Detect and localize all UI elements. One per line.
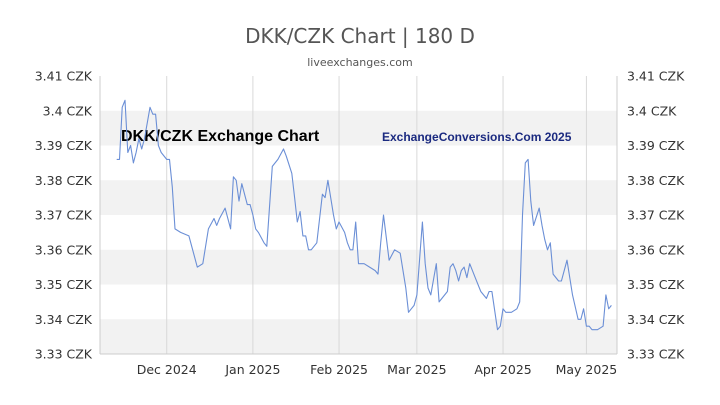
y-tick-label-right: 3.39 CZK (627, 138, 685, 153)
x-axis-labels: Dec 2024 Jan 2025 Feb 2025 Mar 2025 Apr 2025… (137, 362, 618, 377)
plot-band (100, 319, 617, 354)
y-tick-label-left: 3.4 CZK (43, 103, 93, 118)
y-tick-label-right: 3.35 CZK (627, 277, 685, 292)
x-tick-label: Mar 2025 (387, 362, 446, 377)
y-axis-left-labels: 3.33 CZK 3.34 CZK 3.35 CZK 3.36 CZK 3.37 CZK… (35, 69, 93, 362)
y-tick-label-left: 3.41 CZK (35, 69, 93, 84)
chart-subtitle: liveexchanges.com (307, 56, 413, 69)
y-tick-label-right: 3.41 CZK (627, 69, 685, 84)
y-tick-label-right: 3.37 CZK (627, 208, 685, 223)
x-tick-label: Feb 2025 (310, 362, 368, 377)
x-tick-label: Dec 2024 (137, 362, 197, 377)
y-axis-right-labels: 3.33 CZK 3.34 CZK 3.35 CZK 3.36 CZK 3.37 CZK… (627, 69, 685, 362)
plot-band (100, 249, 617, 285)
plot-background-bands (100, 110, 617, 354)
y-tick-label-left: 3.38 CZK (35, 173, 93, 188)
plot-band (100, 110, 617, 146)
x-tick-label: May 2025 (556, 362, 618, 377)
y-tick-label-left: 3.39 CZK (35, 138, 93, 153)
chart-title: DKK/CZK Chart | 180 D (245, 24, 475, 48)
y-tick-label-left: 3.33 CZK (35, 347, 93, 362)
y-tick-label-left: 3.37 CZK (35, 208, 93, 223)
x-tick-label: Apr 2025 (474, 362, 531, 377)
y-tick-label-left: 3.36 CZK (35, 242, 93, 257)
y-tick-label-right: 3.38 CZK (627, 173, 685, 188)
watermark-right: ExchangeConversions.Com 2025 (382, 130, 572, 144)
y-tick-label-right: 3.34 CZK (627, 312, 685, 327)
y-tick-label-right: 3.4 CZK (627, 103, 677, 118)
chart-axes (99, 76, 618, 355)
series-line-layer (116, 99, 612, 331)
x-tick-label: Jan 2025 (224, 362, 280, 377)
y-tick-label-right: 3.33 CZK (627, 347, 685, 362)
watermark-left: DKK/CZK Exchange Chart (121, 128, 320, 145)
series-line (116, 99, 612, 331)
y-tick-label-left: 3.34 CZK (35, 312, 93, 327)
y-tick-label-left: 3.35 CZK (35, 277, 93, 292)
vertical-gridlines (166, 76, 587, 354)
y-tick-label-right: 3.36 CZK (627, 242, 685, 257)
